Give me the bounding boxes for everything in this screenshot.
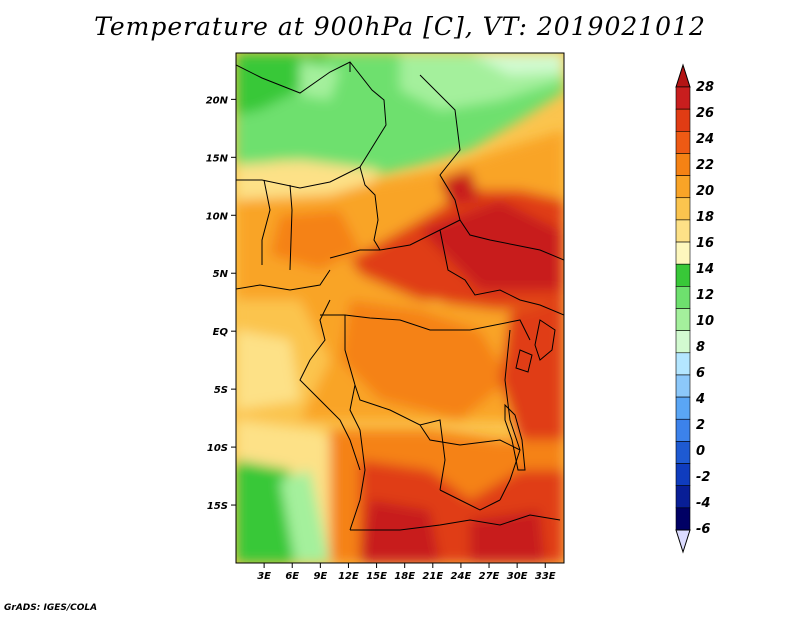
lat-tick-label: 5N [213, 269, 229, 280]
colorbar-label: 24 [696, 132, 714, 147]
colorbar-swatch [675, 175, 691, 199]
lon-tick-label: 12E [338, 571, 359, 582]
colorbar-swatch [675, 241, 691, 265]
colorbar-swatch [675, 485, 691, 509]
colorbar-label: -2 [696, 470, 710, 485]
colorbar-label: 22 [696, 158, 714, 173]
lat-tick-label: 5S [214, 385, 228, 396]
colorbar-swatch [675, 396, 691, 420]
colorbar-label: 26 [696, 106, 714, 121]
colorbar-swatch [675, 441, 691, 464]
lat-tick-label: EQ [213, 327, 229, 338]
colorbar-swatch [675, 131, 691, 154]
colorbar-swatch [675, 86, 691, 110]
temperature-field [236, 53, 564, 563]
lon-tick-label: 33E [535, 571, 556, 582]
colorbar-label: 14 [696, 262, 714, 277]
lon-tick-label: 30E [507, 571, 528, 582]
colorbar-swatch [675, 374, 691, 398]
colorbar-label: -6 [696, 522, 710, 537]
lon-tick-label: 6E [285, 571, 299, 582]
lon-tick-label: 9E [313, 571, 327, 582]
colorbar-swatch [675, 197, 691, 221]
colorbar-swatch [675, 352, 691, 376]
lon-tick-label: 15E [366, 571, 387, 582]
map-frame [235, 52, 565, 564]
credit-text: GrADS: IGES/COLA [4, 603, 98, 613]
chart-title: Temperature at 900hPa [C], VT: 201902101… [94, 12, 706, 41]
colorbar-label: 2 [696, 418, 705, 433]
lon-tick-label: 3E [257, 571, 271, 582]
colorbar-swatch [675, 330, 691, 354]
colorbar-swatch [675, 308, 691, 331]
lon-tick-label: 21E [422, 571, 443, 582]
colorbar-swatch [675, 263, 691, 287]
colorbar-swatch [675, 108, 691, 132]
colorbar-label: 6 [696, 366, 705, 381]
colorbar-swatch [675, 463, 691, 486]
colorbar-swatch [675, 219, 691, 243]
lat-tick-label: 20N [206, 95, 229, 106]
colorbar-label: 18 [696, 210, 714, 225]
colorbar-swatch [675, 507, 691, 531]
colorbar-label: 0 [696, 444, 705, 459]
colorbar-label: 20 [696, 184, 714, 199]
longitude-axis: 3E 6E 9E 12E 15E 18E 21E 24E 27E 30E 33E [257, 563, 556, 582]
latitude-axis: 20N 15N 10N 5N EQ 5S 10S 15S [206, 95, 236, 512]
lat-tick-label: 15S [207, 501, 228, 512]
colorbar-label: 28 [696, 80, 714, 95]
colorbar-label: 12 [696, 288, 714, 303]
lon-tick-label: 18E [394, 571, 415, 582]
colorbar-swatch [675, 286, 691, 309]
colorbar-swatch [675, 153, 691, 176]
colorbar-label: 8 [696, 340, 705, 355]
colorbar-label: -4 [696, 496, 710, 511]
colorbar-label: 16 [696, 236, 714, 251]
lat-tick-label: 10S [207, 443, 228, 454]
country-borders [236, 61, 564, 531]
lon-tick-label: 27E [479, 571, 500, 582]
lat-tick-label: 15N [206, 153, 229, 164]
colorbar-top-cap [675, 63, 691, 88]
lon-tick-label: 24E [451, 571, 472, 582]
colorbar-swatch [675, 418, 691, 442]
lat-tick-label: 10N [206, 211, 229, 222]
colorbar-bottom-cap [675, 529, 691, 554]
colorbar-label: 4 [695, 392, 705, 407]
colorbar-label: 10 [696, 314, 714, 329]
